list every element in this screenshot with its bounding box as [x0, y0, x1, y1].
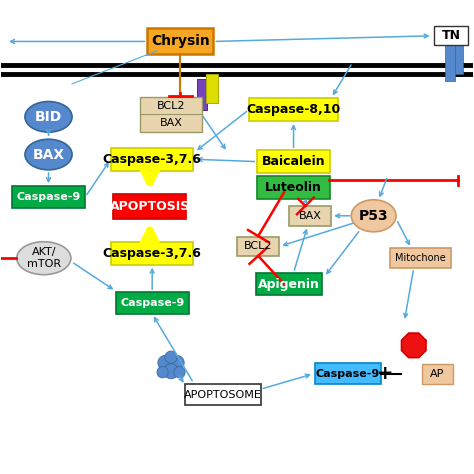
FancyBboxPatch shape: [140, 97, 201, 132]
Polygon shape: [401, 333, 426, 357]
FancyBboxPatch shape: [185, 384, 261, 405]
Text: BAX: BAX: [299, 211, 321, 221]
FancyBboxPatch shape: [315, 363, 381, 384]
FancyBboxPatch shape: [435, 27, 468, 45]
Text: Luteolin: Luteolin: [265, 181, 322, 194]
Text: BAX: BAX: [32, 147, 64, 162]
FancyBboxPatch shape: [422, 364, 453, 383]
Text: BCL2: BCL2: [244, 241, 273, 251]
FancyBboxPatch shape: [237, 237, 279, 256]
Text: TN: TN: [442, 29, 461, 42]
Bar: [452, 41, 463, 74]
FancyBboxPatch shape: [390, 248, 451, 268]
Text: Caspase-8,10: Caspase-8,10: [246, 103, 341, 116]
Text: BAX: BAX: [160, 118, 182, 128]
Text: Baicalein: Baicalein: [262, 155, 325, 168]
Text: Caspase-9: Caspase-9: [316, 369, 380, 379]
Text: APOPTOSIS: APOPTOSIS: [109, 200, 190, 213]
FancyBboxPatch shape: [12, 186, 85, 208]
FancyBboxPatch shape: [111, 242, 193, 265]
Text: Caspase-9: Caspase-9: [120, 298, 184, 308]
Circle shape: [158, 356, 173, 370]
Ellipse shape: [25, 101, 72, 132]
Bar: [445, 39, 455, 82]
Text: Mitochone: Mitochone: [395, 253, 446, 263]
Text: AKT/
mTOR: AKT/ mTOR: [27, 247, 61, 269]
Text: Caspase-3,7.6: Caspase-3,7.6: [103, 153, 201, 166]
Text: Apigenin: Apigenin: [258, 278, 320, 291]
Circle shape: [157, 366, 168, 378]
FancyBboxPatch shape: [257, 150, 330, 173]
Circle shape: [164, 364, 179, 379]
FancyBboxPatch shape: [289, 206, 331, 226]
Text: Caspase-3,7.6: Caspase-3,7.6: [103, 247, 201, 260]
Circle shape: [169, 356, 184, 370]
Text: +: +: [377, 364, 394, 383]
Text: APOPTOSOME: APOPTOSOME: [184, 390, 262, 400]
FancyBboxPatch shape: [256, 273, 322, 295]
FancyBboxPatch shape: [113, 194, 186, 219]
Ellipse shape: [351, 200, 396, 232]
FancyBboxPatch shape: [257, 176, 330, 199]
Circle shape: [174, 366, 185, 378]
FancyBboxPatch shape: [116, 292, 189, 314]
Text: Caspase-9: Caspase-9: [17, 192, 81, 202]
Bar: [197, 79, 207, 110]
Text: Chrysin: Chrysin: [151, 35, 210, 48]
Circle shape: [165, 351, 177, 363]
Ellipse shape: [25, 139, 72, 170]
Text: BID: BID: [35, 110, 62, 124]
Bar: [206, 74, 218, 103]
Text: AP: AP: [430, 369, 445, 379]
FancyBboxPatch shape: [147, 28, 213, 55]
Text: BCL2: BCL2: [157, 101, 185, 111]
Ellipse shape: [17, 242, 71, 275]
Text: P53: P53: [359, 209, 389, 223]
FancyBboxPatch shape: [249, 99, 338, 121]
FancyBboxPatch shape: [111, 148, 193, 171]
